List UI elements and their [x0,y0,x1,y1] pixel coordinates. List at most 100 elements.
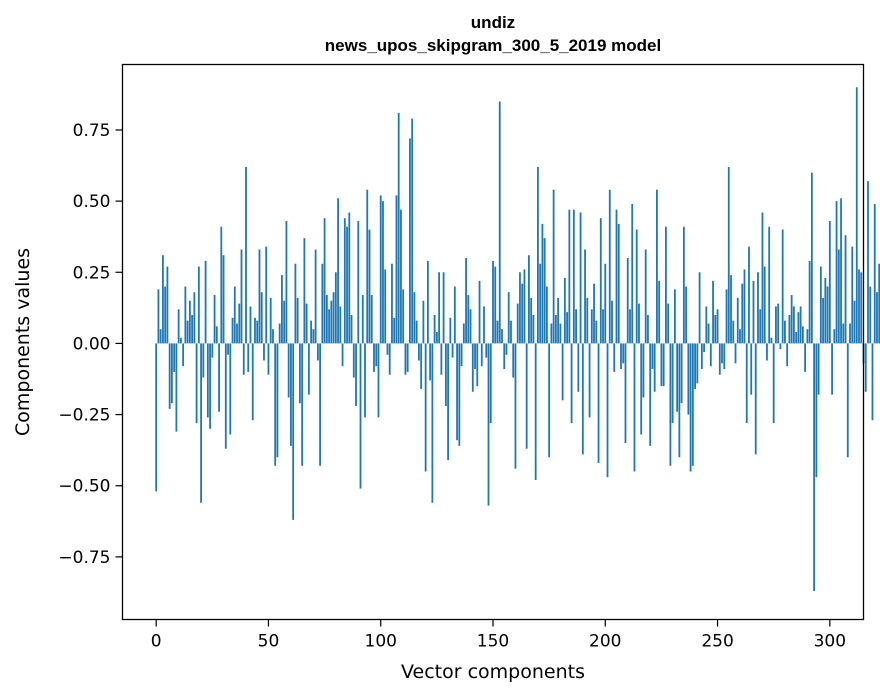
bar-94 [366,189,369,344]
bar-288 [801,326,804,344]
bar-67 [305,303,308,344]
bar-201 [606,343,609,478]
bar-170 [537,166,539,344]
bar-227 [665,226,667,344]
bar-79 [332,292,335,344]
y-tick-label: 0.50 [73,192,111,212]
bar-50 [267,343,270,375]
bar-278 [779,343,782,350]
bar-298 [824,277,827,344]
bar-194 [590,309,593,344]
bar-44 [254,317,256,344]
x-tick-label: 200 [589,632,621,652]
bar-187 [575,309,577,344]
bar-213 [633,343,636,472]
bar-243 [700,343,703,370]
bar-284 [792,306,795,344]
bar-239 [691,343,694,466]
bar-245 [705,306,708,344]
bar-138 [465,258,467,344]
bar-25 [211,343,214,358]
bar-27 [215,326,218,344]
bar-238 [689,343,692,472]
plot-frame [121,63,865,621]
bar-89 [355,343,357,407]
bar-135 [458,343,461,446]
bar-257 [732,320,735,344]
bar-64 [298,343,301,404]
bar-110 [402,289,405,344]
chart-title: undiz [471,13,515,32]
bar-276 [775,306,777,344]
bar-2 [159,329,162,344]
bar-190 [581,343,584,455]
bar-19 [197,266,200,344]
bar-11 [179,337,182,344]
bar-251 [718,343,721,375]
y-tick-label: −0.50 [58,477,110,497]
bar-217 [642,343,645,398]
bar-148 [487,343,490,506]
y-tick-label: −0.75 [58,548,110,568]
bar-112 [406,343,409,372]
bar-75 [323,218,326,344]
bar-55 [278,323,281,344]
bar-5 [166,266,169,344]
y-axis-ticks: −0.75 −0.50 −0.25 0.00 0.25 0.50 0.75 [58,121,123,568]
y-axis-label: Components values [12,248,34,436]
bar-258 [734,343,737,364]
bar-296 [819,266,822,344]
bar-249 [714,314,717,344]
bar-47 [260,292,263,344]
bar-214 [635,229,638,344]
bar-81 [337,198,339,344]
bar-280 [784,320,786,344]
bar-91 [359,343,362,489]
bar-87 [350,314,353,344]
bar-166 [528,255,530,344]
bar-124 [433,314,436,344]
bar-77 [328,309,330,344]
bar-15 [188,300,191,344]
bar-95 [368,229,371,344]
bar-279 [781,229,784,344]
bar-96 [370,295,373,344]
bar-145 [480,343,483,367]
bar-151 [494,266,497,344]
x-axis-label: Vector components [401,661,585,683]
bar-206 [617,223,620,344]
bar-319 [871,343,874,421]
bar-240 [694,343,696,389]
bar-38 [240,249,243,344]
bar-183 [566,312,568,344]
bar-70 [312,329,315,344]
bar-58 [285,221,288,344]
bar-116 [415,320,418,344]
bar-286 [797,312,800,344]
bar-192 [586,297,589,344]
bar-244 [703,343,705,352]
bar-111 [404,343,407,375]
bar-106 [393,317,396,344]
bar-285 [795,332,798,344]
bar-176 [550,323,553,344]
bar-177 [552,189,555,344]
bar-130 [447,343,449,461]
bar-219 [647,314,649,344]
bar-53 [274,343,277,466]
bar-12 [182,343,185,367]
bar-255 [727,166,730,344]
bar-4 [164,286,167,344]
bar-216 [640,343,643,435]
bar-34 [231,317,234,344]
bar-209 [624,343,627,444]
bar-252 [721,343,723,364]
bar-132 [451,343,454,358]
bar-136 [460,343,463,367]
x-tick-label: 0 [151,632,162,652]
bar-80 [334,272,337,344]
y-tick-label: 0.75 [73,121,111,141]
bar-184 [568,209,571,344]
bar-246 [707,323,710,344]
bar-260 [739,329,741,344]
